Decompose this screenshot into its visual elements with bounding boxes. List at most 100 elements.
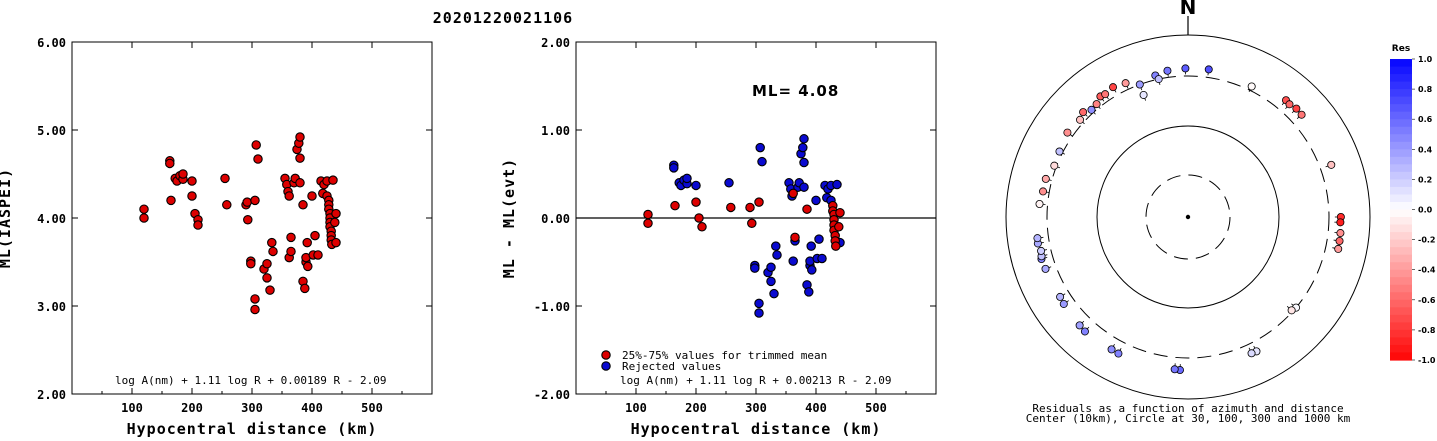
x-axis-label: Hypocentral distance (km) [631, 420, 882, 438]
colorbar-swatch [1390, 126, 1412, 135]
data-point-rejected [817, 253, 827, 264]
data-point-magnitude [250, 294, 260, 304]
colorbar-swatch [1390, 299, 1412, 308]
colorbar-swatch [1390, 247, 1412, 256]
data-point-rejected [799, 182, 809, 192]
azimuth-residual-polar-plot: N Residuals as a function of azimuth and … [1005, 0, 1371, 425]
residual-point [1121, 79, 1130, 88]
data-point-rejected [788, 256, 798, 266]
colorbar-swatch [1390, 194, 1412, 203]
data-point-magnitude [295, 153, 305, 163]
north-label: N [1180, 0, 1197, 19]
residual-point [1109, 83, 1118, 92]
data-point-magnitude [251, 140, 261, 150]
data-point-accepted [694, 213, 704, 223]
colorbar-swatch [1390, 89, 1412, 98]
data-point-magnitude [310, 230, 320, 241]
colorbar-swatch [1390, 232, 1412, 241]
residual-point [1087, 105, 1096, 114]
residual-point [1076, 115, 1085, 124]
y-tick-label: 1.00 [541, 124, 570, 138]
data-point-magnitude [250, 195, 260, 206]
data-point-magnitude [242, 197, 252, 207]
residual-point [1292, 104, 1301, 113]
attenuation-formula: log A(nm) + 1.11 log R + 0.00189 R - 2.0… [115, 374, 387, 387]
colorbar-swatch [1390, 209, 1412, 218]
residual-point [1101, 90, 1110, 99]
residual-point [1080, 327, 1089, 336]
data-point-rejected [757, 156, 767, 167]
x-tick-label: 400 [301, 401, 323, 415]
data-point-accepted [788, 188, 798, 199]
x-tick-label: 100 [625, 401, 647, 415]
data-point-magnitude [298, 200, 308, 210]
colorbar-tick-label: -0.6 [1418, 296, 1436, 305]
data-point-accepted [697, 222, 707, 232]
residual-point [1297, 110, 1306, 119]
data-point-rejected [799, 157, 809, 168]
colorbar-tick-label: -0.2 [1418, 236, 1436, 245]
colorbar-tick-label: 0.6 [1418, 115, 1433, 124]
residual-point [1247, 82, 1256, 91]
data-point-rejected [807, 265, 817, 275]
data-point-magnitude [284, 191, 294, 201]
data-point-magnitude [328, 175, 338, 185]
x-tick-label: 500 [865, 401, 887, 415]
data-point-accepted [747, 218, 757, 229]
colorbar-tick-label: 0.0 [1418, 206, 1433, 215]
data-point-rejected [724, 178, 734, 188]
colorbar-swatch [1390, 292, 1412, 301]
data-point-accepted [691, 197, 701, 207]
data-point-rejected [766, 262, 776, 273]
legend-label: Rejected values [622, 360, 721, 373]
y-tick-label: 2.00 [37, 388, 66, 402]
data-point-magnitude [295, 178, 305, 188]
data-point-accepted [726, 202, 736, 213]
residual-point [1170, 365, 1179, 374]
colorbar-swatch [1390, 337, 1412, 346]
data-point-magnitude [331, 237, 341, 248]
data-point-magnitude [330, 217, 340, 228]
data-point-magnitude [250, 304, 260, 315]
data-point-magnitude [303, 261, 313, 272]
x-tick-label: 100 [121, 401, 143, 415]
colorbar-swatch [1390, 254, 1412, 263]
residual-point [1334, 244, 1343, 253]
y-tick-label: 4.00 [37, 212, 66, 226]
figure-title: 20201220021106 [433, 9, 573, 27]
residual-point [1181, 64, 1190, 73]
colorbar-swatch [1390, 111, 1412, 120]
y-tick-label: 5.00 [37, 124, 66, 138]
residual-point [1114, 349, 1123, 358]
residual-point [1135, 80, 1144, 89]
residual-point [1033, 234, 1042, 243]
polar-caption: Residuals as a function of azimuth and d… [1032, 402, 1343, 415]
colorbar-swatch [1390, 329, 1412, 339]
colorbar-swatch [1390, 134, 1412, 143]
colorbar-swatch [1390, 81, 1412, 90]
residual-point [1204, 65, 1213, 74]
residual-point [1154, 75, 1163, 84]
colorbar-swatch [1390, 239, 1412, 248]
colorbar-swatch [1390, 314, 1412, 323]
legend-marker [601, 350, 611, 360]
residual-point [1107, 345, 1116, 354]
colorbar-swatch [1390, 217, 1412, 226]
data-point-magnitude [246, 259, 256, 269]
colorbar-swatch [1390, 179, 1412, 188]
y-tick-label: 2.00 [541, 36, 570, 50]
data-point-magnitude [139, 213, 149, 223]
residual-point [1163, 66, 1172, 75]
data-point-magnitude [268, 246, 278, 257]
data-point-rejected [755, 142, 765, 153]
attenuation-formula: log A(nm) + 1.11 log R + 0.00213 R - 2.0… [620, 374, 892, 387]
colorbar-swatch [1390, 96, 1412, 105]
residual-point [1055, 147, 1064, 156]
residual-point [1050, 161, 1059, 170]
y-axis-label: ML(IASPEI) [0, 168, 14, 268]
data-point-accepted [643, 209, 653, 220]
x-tick-label: 500 [361, 401, 383, 415]
legend-label: 25%-75% values for trimmed mean [622, 349, 827, 362]
colorbar-tick-label: -0.4 [1418, 266, 1436, 275]
